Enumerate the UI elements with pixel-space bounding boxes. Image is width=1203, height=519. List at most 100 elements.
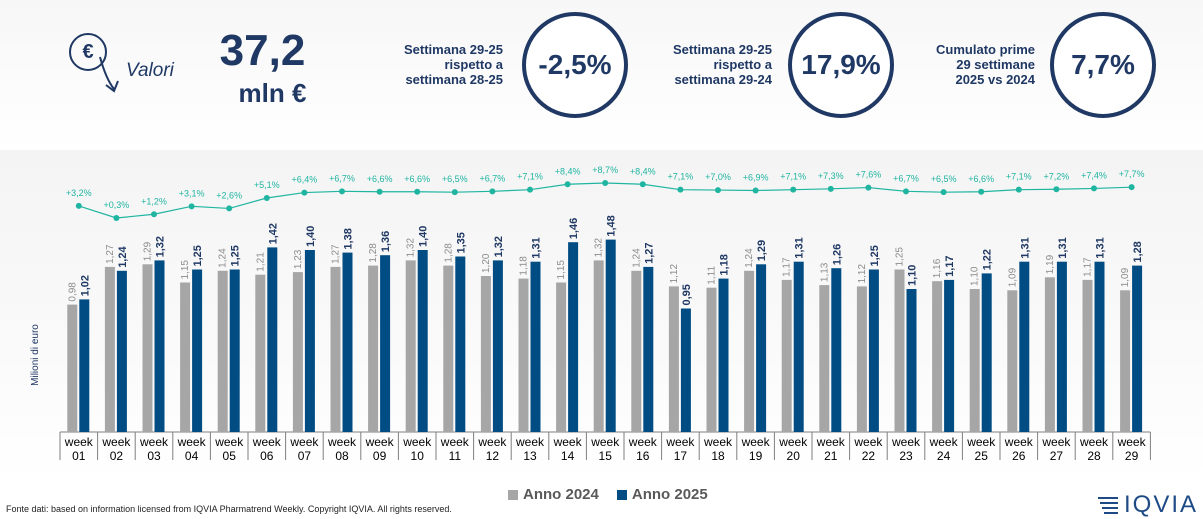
x-tick-label: week (929, 435, 959, 449)
data-label-2024: 1,12 (857, 263, 868, 283)
bar-2024 (368, 265, 379, 432)
x-tick-label: 09 (373, 449, 387, 463)
kpi-3-label: Cumulato prime 29 settimane 2025 vs 2024 (936, 42, 1035, 87)
data-label-2024: 1,27 (105, 244, 116, 264)
bar-2025 (229, 269, 240, 432)
growth-label: +7,2% (1044, 171, 1070, 181)
legend-item-2024: Anno 2024 (508, 486, 599, 503)
growth-point (188, 203, 195, 210)
data-label-2025: 1,27 (643, 242, 655, 263)
x-tick-label: 27 (1050, 449, 1064, 463)
iqvia-logo-mark-icon (1098, 497, 1118, 514)
growth-label: +8,7% (592, 165, 618, 175)
legend-swatch-2024 (508, 489, 518, 500)
data-label-2024: 0,98 (67, 282, 78, 302)
data-label-2025: 1,10 (907, 265, 919, 286)
kpi-2-label: Settimana 29-25 rispetto a settimana 29-… (673, 42, 772, 87)
x-tick-label: week (778, 435, 808, 449)
growth-point (1128, 184, 1135, 191)
growth-label: +7,1% (517, 172, 543, 182)
data-label-2025: 1,25 (230, 245, 242, 266)
data-label-2024: 1,11 (707, 266, 718, 285)
data-label-2024: 1,25 (895, 247, 906, 267)
x-tick-label: week (853, 435, 883, 449)
x-tick-label: 29 (1125, 449, 1139, 463)
x-tick-label: week (214, 435, 244, 449)
data-label-2024: 1,24 (631, 248, 642, 268)
down-arrow-icon (99, 56, 119, 93)
bar-2025 (417, 250, 428, 432)
data-label-2025: 1,26 (831, 244, 843, 265)
growth-point (752, 187, 759, 194)
growth-label: +7,1% (668, 172, 694, 182)
growth-point (602, 180, 609, 186)
growth-label: +7,7% (1119, 169, 1145, 179)
x-tick-label: week (1004, 435, 1034, 449)
bar-2024 (593, 260, 604, 432)
x-tick-label: week (101, 435, 131, 449)
x-tick-label: week (515, 435, 545, 449)
data-label-2025: 1,40 (418, 226, 430, 247)
x-tick-label: 03 (147, 449, 161, 463)
growth-label: +1,2% (141, 196, 167, 206)
data-label-2024: 1,17 (1083, 257, 1094, 277)
x-tick-label: 20 (787, 449, 801, 463)
data-label-2025: 1,25 (869, 245, 881, 266)
growth-point (151, 211, 157, 218)
x-tick-label: 15 (599, 449, 613, 463)
total-unit: mln € (238, 78, 307, 108)
bar-2024 (255, 274, 266, 432)
x-tick-label: week (1079, 435, 1109, 449)
data-label-2024: 1,21 (255, 252, 266, 272)
x-tick-label: 26 (1012, 449, 1026, 463)
bar-2025 (568, 242, 579, 432)
data-label-2025: 1,28 (1132, 241, 1144, 262)
x-tick-label: week (891, 435, 921, 449)
growth-point (978, 188, 985, 195)
bar-2025 (605, 239, 616, 432)
bar-2025 (756, 264, 767, 432)
growth-point (489, 188, 496, 195)
x-tick-label: 28 (1087, 449, 1101, 463)
chart-legend: Anno 2024 Anno 2025 (508, 486, 708, 503)
bar-2024 (932, 281, 943, 432)
bar-2024 (894, 269, 905, 432)
bar-2025 (981, 273, 992, 432)
x-tick-label: week (590, 435, 620, 449)
x-tick-label: 01 (72, 449, 86, 463)
x-tick-label: 08 (335, 449, 349, 463)
x-tick-label: week (741, 435, 771, 449)
growth-point (113, 215, 120, 221)
bar-2024 (556, 282, 567, 432)
bar-2024 (67, 304, 78, 432)
growth-label: +7,3% (818, 171, 844, 181)
data-label-2025: 1,31 (531, 237, 543, 258)
growth-point (564, 181, 571, 188)
bar-2025 (944, 279, 955, 432)
bar-2024 (631, 270, 642, 432)
x-tick-label: 17 (674, 449, 688, 463)
bar-2024 (405, 260, 416, 432)
x-tick-label: 05 (223, 449, 237, 463)
data-label-2025: 1,38 (343, 228, 355, 249)
x-tick-label: week (703, 435, 733, 449)
growth-label: +6,5% (931, 174, 957, 184)
data-label-2024: 1,23 (293, 249, 304, 269)
growth-point (903, 188, 909, 195)
bar-2024 (480, 276, 491, 432)
x-tick-label: week (365, 435, 395, 449)
bar-2025 (868, 269, 879, 432)
data-label-2025: 1,31 (1019, 237, 1031, 258)
data-label-2024: 1,28 (443, 243, 454, 263)
x-tick-label: week (327, 435, 357, 449)
data-label-2025: 1,36 (380, 231, 392, 252)
growth-point (263, 195, 270, 201)
growth-label: +7,1% (1006, 172, 1032, 182)
bar-2025 (680, 308, 691, 432)
bar-2025 (342, 252, 353, 432)
bar-2025 (643, 266, 654, 432)
growth-label: +8,4% (555, 166, 581, 176)
growth-label: +7,1% (780, 172, 806, 182)
x-tick-label: 24 (937, 449, 951, 463)
growth-point (1015, 186, 1022, 193)
